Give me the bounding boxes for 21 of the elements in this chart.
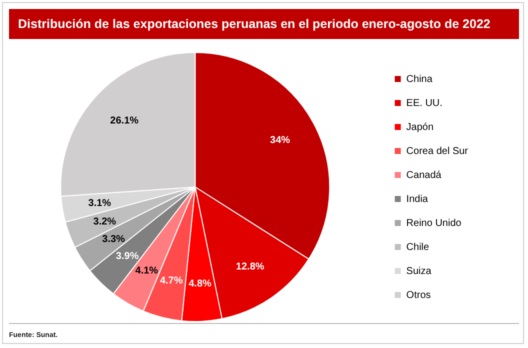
- legend-label: Japón: [406, 122, 434, 133]
- data-label: 3.1%: [88, 198, 112, 209]
- data-label: 34%: [270, 135, 290, 146]
- data-label: 4.1%: [135, 266, 158, 277]
- data-label: 3.9%: [116, 250, 139, 262]
- legend-label: Suiza: [406, 266, 432, 277]
- data-label: 26.1%: [110, 116, 139, 127]
- data-label: 3.3%: [102, 234, 126, 245]
- chart-title: Distribución de las exportaciones peruanas en el periodo enero-agosto de 2022: [9, 9, 519, 39]
- legend-label: India: [406, 194, 428, 205]
- legend-label: Corea del Sur: [406, 146, 469, 157]
- data-label: 4.7%: [160, 276, 183, 287]
- data-label: 3.2%: [93, 216, 116, 228]
- legend-label: Otros: [406, 290, 431, 301]
- legend-label: Reino Unido: [406, 218, 462, 229]
- data-label: 12.8%: [236, 262, 264, 272]
- legend-label: Chile: [406, 242, 430, 253]
- legend-label: Canadá: [406, 170, 442, 181]
- legend-label: EE. UU.: [406, 98, 442, 109]
- data-label: 4.8%: [188, 278, 212, 290]
- legend-label: China: [406, 74, 433, 85]
